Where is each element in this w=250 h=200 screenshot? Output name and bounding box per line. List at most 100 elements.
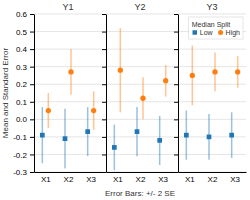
point: [184, 133, 189, 138]
tick-mark: [30, 84, 34, 85]
point: [207, 135, 212, 140]
grid-line: [178, 172, 246, 173]
tick-mark: [102, 84, 106, 85]
tick-label: X2: [64, 175, 74, 184]
grid-line: [34, 154, 102, 155]
grid-line: [106, 31, 174, 32]
tick: X1: [185, 175, 195, 184]
tick-label: X1: [113, 175, 123, 184]
panel: X1 X2 X3 Y3 Median SplitLow High: [174, 2, 247, 184]
grid: [178, 14, 246, 172]
tick-mark: [30, 137, 34, 138]
y-axis: [174, 15, 179, 173]
tick-mark: [102, 49, 106, 50]
point: [112, 145, 117, 150]
panel-title: Y1: [62, 2, 73, 12]
tick-mark: [30, 119, 34, 120]
grid: [34, 14, 102, 172]
tick-mark: [174, 102, 178, 103]
tick: [102, 172, 106, 173]
y-axis-label: Mean and Standard Error: [1, 48, 10, 139]
grid-line: [34, 84, 102, 85]
tick: X3: [86, 175, 96, 184]
panel: X1X2X3Y2: [102, 2, 175, 184]
tick: [102, 84, 106, 85]
tick-label: X2: [208, 175, 218, 184]
panel-title: Y3: [206, 2, 217, 12]
tick-label: -0.3: [13, 168, 27, 177]
point: [135, 129, 140, 134]
legend: Median SplitLow High: [189, 17, 243, 39]
tick: X3: [158, 175, 168, 184]
grid-line: [106, 66, 174, 67]
x-axis-label: Error Bars: +/- 2 SE: [105, 189, 175, 198]
chart: -0.3-0.2-0.10.00.10.20.30.40.50.6X1X2X3Y…: [0, 0, 250, 200]
tick: X2: [136, 175, 146, 184]
point: [235, 69, 240, 74]
grid-line: [106, 14, 174, 15]
tick-mark: [174, 32, 178, 33]
tick: X2: [208, 175, 218, 184]
x-axis: X1 X2 X3: [179, 173, 247, 184]
axis-line: [34, 15, 35, 173]
tick-mark: [102, 154, 106, 155]
x-axis: X1X2X3: [35, 173, 103, 184]
tick: [102, 154, 106, 155]
legend-label: Low: [200, 29, 214, 36]
tick-label: 0.0: [16, 115, 28, 124]
point: [140, 96, 145, 101]
marks: [112, 28, 168, 170]
grid-line: [106, 119, 174, 120]
grid-line: [34, 49, 102, 50]
axis-line: [106, 15, 107, 173]
tick-mark: [174, 14, 178, 15]
tick: 0.4: [16, 45, 34, 54]
tick-label: 0.1: [16, 98, 28, 107]
tick-mark: [174, 154, 178, 155]
tick-mark: [174, 84, 178, 85]
tick: X3: [230, 175, 240, 184]
legend-title: Median Split: [192, 21, 231, 29]
tick-mark: [174, 67, 178, 68]
tick-mark: [30, 102, 34, 103]
axis-line: [178, 15, 179, 173]
y-axis: -0.3-0.2-0.10.00.10.20.30.40.50.6: [13, 10, 34, 177]
tick-mark: [102, 119, 106, 120]
tick: [102, 67, 106, 68]
tick-mark: [174, 49, 178, 50]
tick-mark: [30, 67, 34, 68]
tick: [102, 119, 106, 120]
tick: 0.6: [16, 10, 34, 19]
point: [40, 133, 45, 138]
point: [157, 138, 162, 143]
tick-label: X3: [230, 175, 240, 184]
grid-line: [34, 14, 102, 15]
marks: [40, 49, 96, 168]
axis-line: [35, 172, 103, 173]
tick-mark: [174, 137, 178, 138]
point: [63, 136, 68, 141]
tick: 0.3: [16, 63, 34, 72]
legend-label: High: [226, 29, 241, 37]
grid-line: [178, 154, 246, 155]
tick: 0.2: [16, 80, 34, 89]
grid-line: [106, 172, 174, 173]
grid-line: [34, 172, 102, 173]
tick: [174, 67, 178, 68]
tick: [174, 172, 178, 173]
point: [46, 108, 51, 113]
tick-label: 0.6: [16, 10, 28, 19]
tick: X1: [113, 175, 123, 184]
legend-symbol: [193, 30, 197, 34]
grid-line: [106, 49, 174, 50]
point: [91, 108, 96, 113]
tick: [102, 32, 106, 33]
tick: [174, 119, 178, 120]
tick: 0.0: [16, 115, 34, 124]
grid-line: [178, 49, 246, 50]
point: [229, 133, 234, 138]
point: [85, 129, 90, 134]
tick: [102, 137, 106, 138]
tick: -0.1: [13, 133, 34, 142]
tick: [174, 32, 178, 33]
